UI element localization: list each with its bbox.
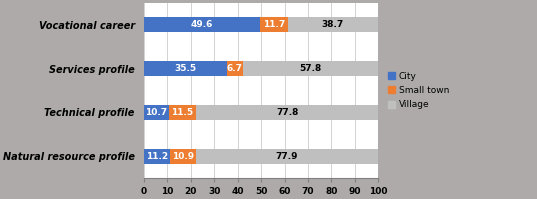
Text: 57.8: 57.8 <box>300 64 322 73</box>
Text: 49.6: 49.6 <box>191 20 213 29</box>
Text: 77.8: 77.8 <box>276 108 299 117</box>
Legend: City, Small town, Village: City, Small town, Village <box>385 69 452 112</box>
Bar <box>196 105 379 120</box>
Bar <box>260 17 288 32</box>
Bar <box>144 17 260 32</box>
Text: 11.2: 11.2 <box>146 152 168 161</box>
Bar <box>169 105 196 120</box>
Bar <box>227 61 243 76</box>
Text: 10.7: 10.7 <box>146 108 168 117</box>
Bar <box>144 149 170 164</box>
Text: 11.5: 11.5 <box>171 108 193 117</box>
Text: 38.7: 38.7 <box>322 20 344 29</box>
Bar <box>243 61 379 76</box>
Bar <box>195 149 379 164</box>
Text: 6.7: 6.7 <box>227 64 243 73</box>
Text: 10.9: 10.9 <box>172 152 194 161</box>
Bar <box>170 149 195 164</box>
Text: 77.9: 77.9 <box>276 152 298 161</box>
Bar <box>288 17 379 32</box>
Text: 35.5: 35.5 <box>175 64 197 73</box>
Bar <box>144 61 227 76</box>
Text: 11.7: 11.7 <box>263 20 285 29</box>
Bar <box>144 105 169 120</box>
